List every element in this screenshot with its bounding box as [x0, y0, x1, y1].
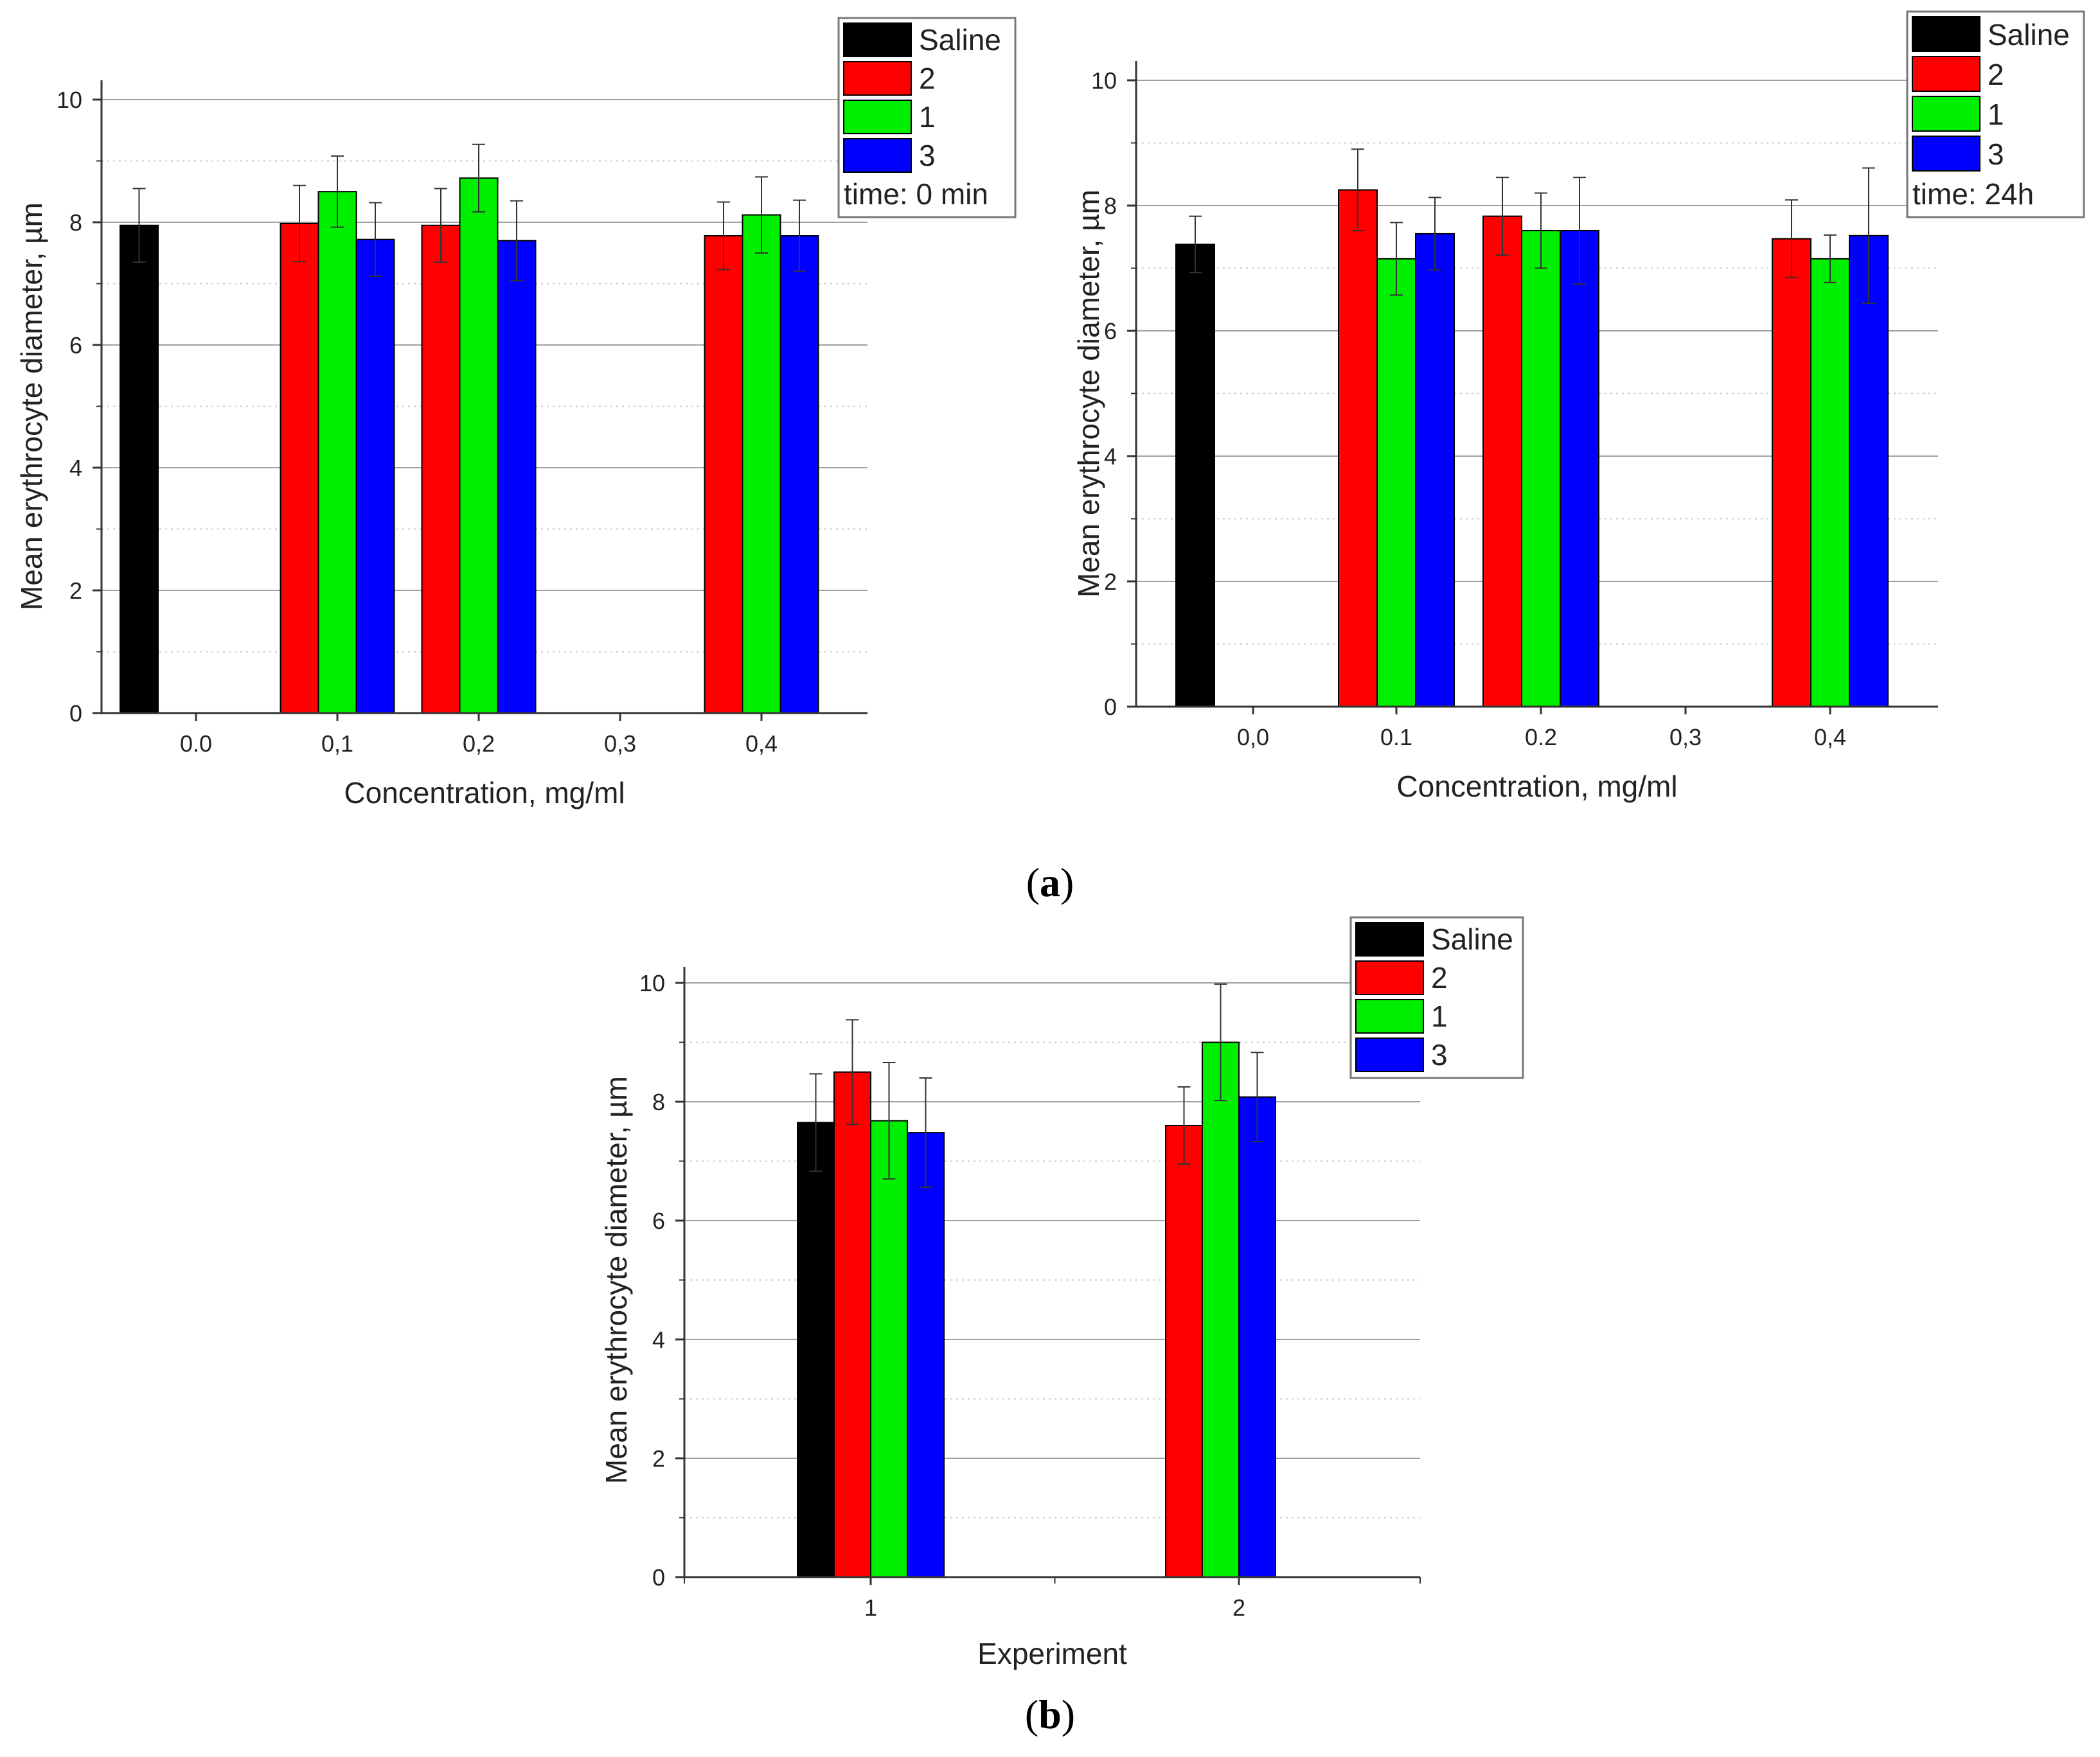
y-tick-label: 6: [69, 332, 82, 358]
bar-2: [1772, 238, 1811, 707]
bar-saline: [797, 1122, 835, 1578]
legend-note: time: 0 min: [844, 177, 988, 211]
y-axis-title: Mean erythrocyte diameter, µm: [1072, 190, 1105, 597]
y-tick-label: 0: [69, 700, 82, 727]
legend-label: Saline: [919, 23, 1001, 57]
bar-2: [421, 224, 461, 714]
legend-swatch-saline: [1355, 922, 1424, 957]
bar-2: [280, 222, 319, 714]
legend-note: time: 24h: [1912, 177, 2034, 211]
y-tick-label: 6: [1104, 318, 1117, 344]
bar-2: [833, 1071, 871, 1578]
bar-1: [742, 214, 781, 714]
bar-3: [355, 238, 395, 714]
legend-label: 1: [1431, 1000, 1448, 1033]
x-tick-label: 0.1: [1380, 724, 1412, 750]
bar-2: [704, 235, 743, 714]
legend-swatch-3: [1355, 1037, 1424, 1072]
legend-label: 3: [1431, 1038, 1448, 1072]
legend-label: 2: [1431, 961, 1448, 994]
x-tick-label: 0,3: [604, 730, 636, 757]
y-tick-label: 0: [1104, 694, 1117, 720]
y-tick-label: 2: [1104, 569, 1117, 595]
y-tick-label: 8: [652, 1089, 665, 1115]
x-tick-label: 0,3: [1669, 724, 1702, 750]
x-tick-label: 0.2: [1525, 724, 1557, 750]
bar-1: [1202, 1041, 1240, 1578]
legend: Saline 2 1 3: [1349, 916, 1524, 1079]
bar-1: [1376, 258, 1416, 707]
x-tick-label: 0,2: [463, 730, 495, 757]
y-tick-label: 4: [652, 1327, 665, 1353]
x-tick-label: 0.0: [180, 730, 212, 757]
x-tick-label: 1: [864, 1594, 877, 1621]
bar-3: [1849, 234, 1889, 707]
bar-1: [1810, 258, 1850, 707]
bar-3: [907, 1132, 945, 1578]
bar-1: [870, 1120, 908, 1578]
x-tick-label: 0,4: [1814, 724, 1846, 750]
x-tick-label: 0,4: [745, 730, 778, 757]
y-tick-label: 8: [1104, 193, 1117, 219]
bar-2: [1482, 215, 1522, 707]
legend-label: 1: [919, 100, 936, 134]
y-axis-title: Mean erythrocyte diameter, µm: [15, 202, 48, 610]
legend-swatch-1: [1912, 96, 1980, 132]
legend-label: Saline: [1431, 923, 1513, 956]
legend-swatch-saline: [843, 22, 912, 57]
bar-1: [1521, 230, 1561, 707]
x-axis-title: Concentration, mg/ml: [1396, 770, 1677, 803]
legend-label: 2: [1988, 58, 2004, 91]
legend-swatch-2: [1355, 960, 1424, 995]
bar-3: [1560, 230, 1599, 707]
legend: Saline 2 1 3 time: 0 min: [837, 17, 1017, 218]
panel-label-b: (b): [1025, 1691, 1075, 1737]
legend-swatch-saline: [1912, 16, 1980, 52]
x-axis-title: Concentration, mg/ml: [344, 776, 625, 809]
legend-label: Saline: [1988, 18, 2070, 51]
legend-swatch-3: [1912, 136, 1980, 172]
y-tick-label: 10: [57, 87, 82, 113]
x-tick-label: 0,1: [321, 730, 353, 757]
bar-2: [1165, 1125, 1203, 1578]
y-tick-label: 10: [1091, 67, 1117, 94]
y-tick-label: 6: [652, 1208, 665, 1234]
legend-swatch-1: [843, 100, 912, 134]
bar-2: [1338, 189, 1378, 707]
bar-saline: [1175, 243, 1215, 707]
y-tick-label: 2: [652, 1445, 665, 1472]
x-tick-label: 0,0: [1237, 724, 1269, 750]
legend-swatch-2: [1912, 56, 1980, 92]
legend-swatch-3: [843, 138, 912, 173]
y-axis-title: Mean erythrocyte diameter, µm: [600, 1076, 633, 1484]
chart-a-right: 0 2 4 6 8 10 0,0 0.1 0.2 0,3 0,4 Concentration, mg/…: [1072, 10, 2085, 803]
bar-3: [1238, 1096, 1276, 1578]
bar-1: [459, 177, 499, 714]
bar-1: [317, 191, 357, 714]
y-tick-label: 0: [652, 1564, 665, 1591]
y-tick-label: 8: [69, 209, 82, 236]
x-axis-title: Experiment: [977, 1637, 1127, 1670]
bar-3: [779, 235, 819, 714]
y-tick-label: 10: [639, 970, 665, 996]
legend: Saline 2 1 3 time: 24h: [1906, 10, 2085, 218]
y-tick-label: 4: [1104, 443, 1117, 470]
x-tick-label: 2: [1232, 1594, 1245, 1621]
bar-saline: [120, 224, 159, 714]
legend-label: 1: [1988, 98, 2004, 131]
bar-3: [1415, 233, 1455, 707]
legend-swatch-1: [1355, 999, 1424, 1034]
y-tick-label: 4: [69, 455, 82, 481]
legend-label: 3: [1988, 137, 2004, 171]
legend-swatch-2: [843, 61, 912, 96]
bar-3: [497, 240, 537, 714]
y-tick-label: 2: [69, 578, 82, 604]
legend-label: 3: [919, 139, 936, 172]
panel-label-a: (a): [1026, 860, 1074, 905]
chart-a-left: 0 2 4 6 8 10 0.0 0,1 0,2 0,3 0,4 Concentration, mg/…: [15, 17, 1017, 809]
legend-label: 2: [919, 62, 936, 95]
